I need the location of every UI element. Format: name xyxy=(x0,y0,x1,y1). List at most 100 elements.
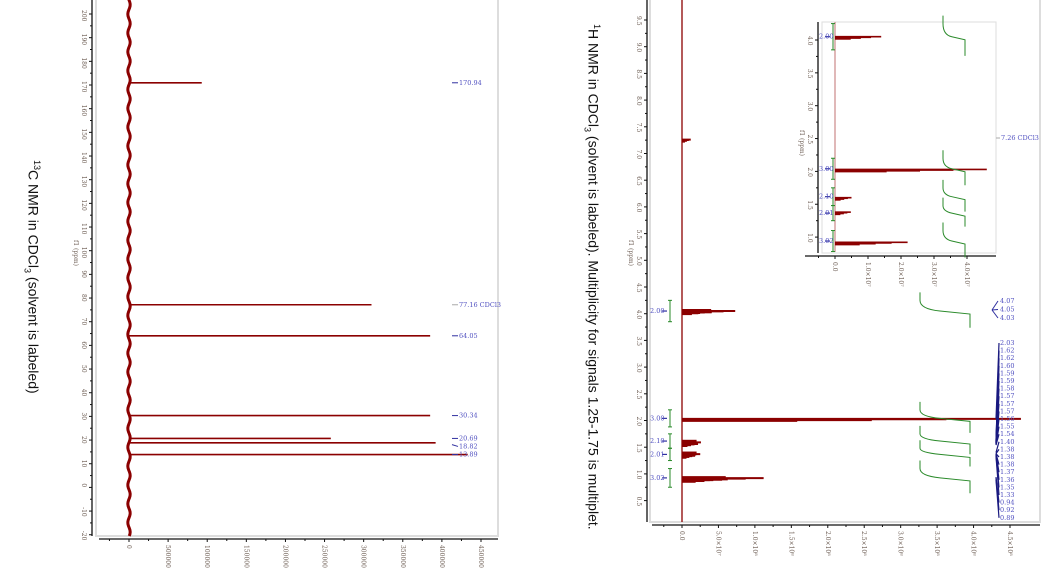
inset-ppm-tick-label: 2.0 xyxy=(806,167,813,177)
h1-peak-label: 1.40 xyxy=(1000,438,1014,446)
h1-ppm-tick-label: 2.0 xyxy=(635,417,642,427)
h1-peak-label: 1.59 xyxy=(1000,369,1014,377)
inset-ppm-tick-label: 1.0 xyxy=(806,233,813,243)
h1-peak-label-leader xyxy=(991,300,999,311)
c13-ppm-tick-label: 170 xyxy=(80,81,87,93)
h1-peak-label: 1.59 xyxy=(1000,377,1014,385)
h1-ppm-tick-label: 2.5 xyxy=(635,390,642,400)
h1-peak-label: 4.05 xyxy=(1000,306,1014,314)
inset-intensity-tick-label: 1.0×10⁷ xyxy=(864,262,871,287)
c13-ppm-tick-label: 100 xyxy=(80,247,87,259)
h1-peak-label: 1.58 xyxy=(1000,385,1014,393)
h1-peak-label: 1.38 xyxy=(1000,461,1014,469)
c13-frame xyxy=(95,0,499,537)
inset-ppm-axis-label: f1 (ppm) xyxy=(798,130,805,156)
c13-ppm-tick-label: 150 xyxy=(80,128,87,140)
h1-peak-label-leader xyxy=(995,479,1000,518)
h1-ppm-tick-label: 6.0 xyxy=(635,203,642,213)
c13-intensity-tick-label: 2000000 xyxy=(281,545,288,568)
c13-ppm-tick-label: 0 xyxy=(80,483,87,487)
inset-ppm-tick-label: 2.5 xyxy=(806,135,813,145)
inset-integral-value: 2.00 xyxy=(819,33,833,41)
h1-ppm-tick-label: 1.0 xyxy=(635,470,642,480)
h1-intensity-tick-label: 1.0×10⁸ xyxy=(751,531,758,556)
h1-ppm-tick-label: 5.0 xyxy=(635,256,642,266)
c13-ppm-axis-label: f1 (ppm) xyxy=(72,240,79,266)
c13-ppm-tick-label: 70 xyxy=(80,318,87,326)
inset-intensity-tick-label: 0.0 xyxy=(831,262,838,272)
h1-ppm-tick-label: 8.0 xyxy=(635,96,642,106)
inset-intensity-tick-label: 3.0×10⁷ xyxy=(930,262,937,287)
h1-ppm-tick-label: 5.5 xyxy=(635,230,642,240)
inset-integral-value: 3.00 xyxy=(819,165,833,173)
h1-ppm-tick-label: 4.0 xyxy=(635,310,642,320)
h1-integral-value: 2.01 xyxy=(650,450,664,458)
h1-peak-label: 1.62 xyxy=(1000,347,1014,355)
h1-ppm-axis-label: f1 (ppm) xyxy=(627,240,634,266)
h1-peak-label-leader xyxy=(991,309,999,319)
c13-ppm-tick-label: 50 xyxy=(80,365,87,373)
h1-ppm-tick-label: 9.0 xyxy=(635,43,642,53)
inset-ppm-tick-label: 4.0 xyxy=(806,36,813,46)
c13-intensity-tick-label: 500000 xyxy=(164,545,171,568)
c13-peak-label-leader xyxy=(451,444,459,447)
inset-ppm-tick-label: 3.0 xyxy=(806,102,813,112)
h1-peak-label: 1.57 xyxy=(1000,392,1014,400)
c13-ppm-tick-label: 140 xyxy=(80,152,87,164)
h1-peak-label: 1.57 xyxy=(1000,407,1014,415)
h1-peak-label: 0.92 xyxy=(1000,506,1014,514)
h1-intensity-tick-label: 1.5×10⁸ xyxy=(787,531,794,556)
h1-peak-label: 4.03 xyxy=(1000,314,1014,322)
h1-integral-value: 2.10 xyxy=(650,437,664,445)
h1-peak-label: 0.89 xyxy=(1000,514,1014,522)
h1-ppm-tick-label: 0.5 xyxy=(635,497,642,507)
h1-peak-label: 1.36 xyxy=(1000,476,1014,484)
c13-ppm-tick-label: 90 xyxy=(80,270,87,278)
h1-peak-label: 1.38 xyxy=(1000,445,1014,453)
c13-ppm-tick-label: 80 xyxy=(80,294,87,302)
c13-ppm-tick-label: 180 xyxy=(80,57,87,69)
h1-peak-label-leader xyxy=(995,449,1000,454)
h1-intensity-tick-label: 5.0×10⁷ xyxy=(714,531,721,556)
h1-intensity-tick-label: 4.0×10⁸ xyxy=(970,531,977,556)
c13-ppm-tick-label: -10 xyxy=(80,507,87,517)
inset-integral-curve xyxy=(942,150,966,186)
h1-peak-label: 1.54 xyxy=(1000,430,1014,438)
c13-intensity-tick-label: 0 xyxy=(125,545,132,549)
inset-ppm-tick-label: 1.5 xyxy=(806,200,813,210)
c13-ppm-tick-label: 130 xyxy=(80,176,87,188)
inset-intensity-tick-label: 2.0×10⁷ xyxy=(897,262,904,287)
c13-ppm-tick-label: 120 xyxy=(80,199,87,211)
c13-ppm-tick-label: 110 xyxy=(80,223,87,235)
h1-peak-label: 1.57 xyxy=(1000,400,1014,408)
h1-peak-label: 4.07 xyxy=(1000,297,1014,305)
c13-intensity-tick-label: 1000000 xyxy=(203,545,210,568)
c13-intensity-tick-label: 1500000 xyxy=(242,545,249,568)
inset-integral-value: 2.01 xyxy=(819,209,833,217)
h1-intensity-tick-label: 3.5×10⁸ xyxy=(933,531,940,556)
h1-integral-value: 3.02 xyxy=(650,474,664,482)
c13-ppm-tick-label: 60 xyxy=(80,341,87,349)
inset-integral-curve xyxy=(942,15,966,56)
h1-peak-label: 2.03 xyxy=(1000,339,1014,347)
inset-intensity-tick-label: 4.0×10⁷ xyxy=(963,262,970,287)
h1-integral-curve xyxy=(919,292,971,328)
h1-peak-label: 0.94 xyxy=(1000,499,1014,507)
h1-intensity-tick-label: 0.0 xyxy=(678,531,685,541)
h1-frame xyxy=(649,0,1041,523)
h1-peak-label: 1.38 xyxy=(1000,453,1014,461)
h1-integral-curve xyxy=(919,401,971,433)
c13-peak-label: 64.05 xyxy=(459,332,478,340)
h1-ppm-tick-label: 3.5 xyxy=(635,336,642,346)
h1-integral-curve xyxy=(919,460,971,494)
h1-intensity-tick-label: 2.5×10⁸ xyxy=(860,531,867,556)
h1-ppm-tick-label: 7.5 xyxy=(635,123,642,133)
h1-peak-label: 1.62 xyxy=(1000,354,1014,362)
c13-ppm-tick-label: 200 xyxy=(80,10,87,22)
inset-solvent-label: 7.26 CDCl3 xyxy=(1001,134,1039,142)
c13-ppm-tick-label: 30 xyxy=(80,412,87,420)
h1-ppm-tick-label: 3.0 xyxy=(635,363,642,373)
c13-intensity-tick-label: 2500000 xyxy=(321,545,328,568)
h1-integral-curve xyxy=(919,440,971,467)
